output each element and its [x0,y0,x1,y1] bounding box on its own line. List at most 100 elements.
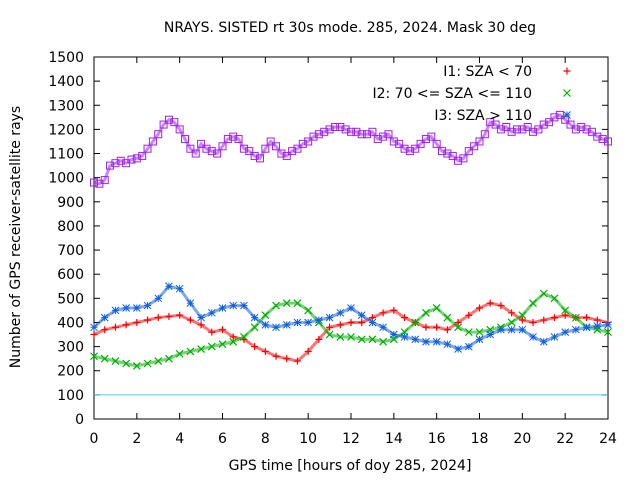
data-point-total [298,139,307,148]
data-point-total [400,144,409,153]
data-point-I3 [529,333,537,341]
data-point-total [459,154,468,163]
data-point-I1 [304,347,312,355]
data-point-total [529,127,538,136]
y-tick-label: 600 [57,267,84,283]
data-point-total [191,149,200,158]
data-point-I2 [261,311,270,320]
data-point-total [288,147,297,156]
data-point-I3 [143,301,152,310]
data-point-I1 [497,302,505,310]
data-point-total [304,137,313,146]
data-point-total [384,130,393,139]
data-point-I3 [368,318,377,327]
x-tick-label: 24 [599,431,617,447]
data-point-total [496,125,505,134]
x-tick-label: 0 [90,431,99,447]
data-point-total [229,132,238,141]
data-point-I2 [218,340,227,349]
data-point-I1 [465,311,473,319]
legend-label-I1: I1: SZA < 70 [443,64,532,80]
data-point-total [309,132,318,141]
y-tick-label: 1400 [48,74,84,90]
data-point-I3 [175,284,184,293]
data-point-I2 [571,313,580,322]
data-point-total [593,132,602,141]
data-point-I1 [144,316,152,324]
data-point-total [507,127,516,136]
data-point-total [389,137,398,146]
data-point-total [604,137,612,146]
data-point-I3 [315,316,323,324]
data-point-I3 [507,325,516,334]
data-point-I3 [272,323,280,332]
data-point-I3 [197,313,205,322]
data-point-I2 [550,294,559,303]
data-point-total [373,135,382,144]
data-point-I1 [390,306,398,314]
data-point-I3 [100,313,109,322]
data-point-I2 [207,342,216,351]
data-point-I1 [518,316,526,324]
y-tick-label: 1000 [48,171,84,187]
data-point-I1 [508,309,516,317]
legend-marker-I1 [563,67,571,75]
data-point-total [523,122,532,131]
legend-marker-I2 [563,89,571,97]
data-point-I3 [282,321,291,329]
data-point-total [454,156,463,165]
data-point-total [138,151,147,160]
data-point-I1 [251,343,259,351]
data-point-I3 [154,294,163,303]
data-point-total [154,130,163,139]
x-tick-label: 14 [385,431,403,447]
data-point-total [175,125,184,134]
data-point-total [432,139,441,148]
data-point-total [577,122,586,131]
data-point-I1 [261,347,269,355]
data-point-I3 [229,301,238,310]
data-point-total [186,144,195,153]
data-point-I2 [432,304,441,312]
data-point-I2 [229,337,238,346]
data-point-I3 [347,304,355,312]
data-point-I3 [572,325,580,334]
data-point-I3 [304,318,313,327]
y-axis-label: Number of GPS receiver-satellite rays [8,106,24,368]
data-point-I1 [176,311,184,319]
data-point-I1 [486,299,494,307]
data-point-total [470,142,479,151]
data-point-total [325,125,334,134]
data-point-total [336,122,345,131]
data-point-I2 [100,354,109,363]
data-point-total [352,127,361,136]
data-point-I1 [293,357,301,365]
x-tick-label: 22 [556,431,574,447]
legend-label-I2: I2: 70 <= SZA <= 110 [372,86,532,102]
data-point-I1 [476,304,483,312]
data-point-I2 [325,330,334,339]
data-point-I2 [272,301,280,310]
x-tick-label: 4 [175,431,184,447]
data-point-I2 [561,306,570,315]
data-point-I1 [561,311,569,319]
data-point-total [293,144,302,153]
data-point-total [223,135,232,144]
data-point-total [582,125,591,134]
data-point-total [405,147,414,156]
y-tick-label: 800 [57,219,84,235]
y-tick-label: 300 [57,340,84,356]
data-point-I2 [154,357,163,366]
data-point-I1 [433,323,441,331]
x-axis-label: GPS time [hours of doy 285, 2024] [229,458,472,474]
data-point-total [475,137,484,146]
data-point-I2 [368,335,377,344]
data-point-I3 [422,337,430,346]
y-tick-label: 400 [57,315,84,331]
data-point-total [347,127,355,136]
data-point-I3 [111,306,120,315]
x-tick-label: 12 [342,431,360,447]
data-point-I1 [315,335,323,343]
data-point-I3 [582,323,591,332]
